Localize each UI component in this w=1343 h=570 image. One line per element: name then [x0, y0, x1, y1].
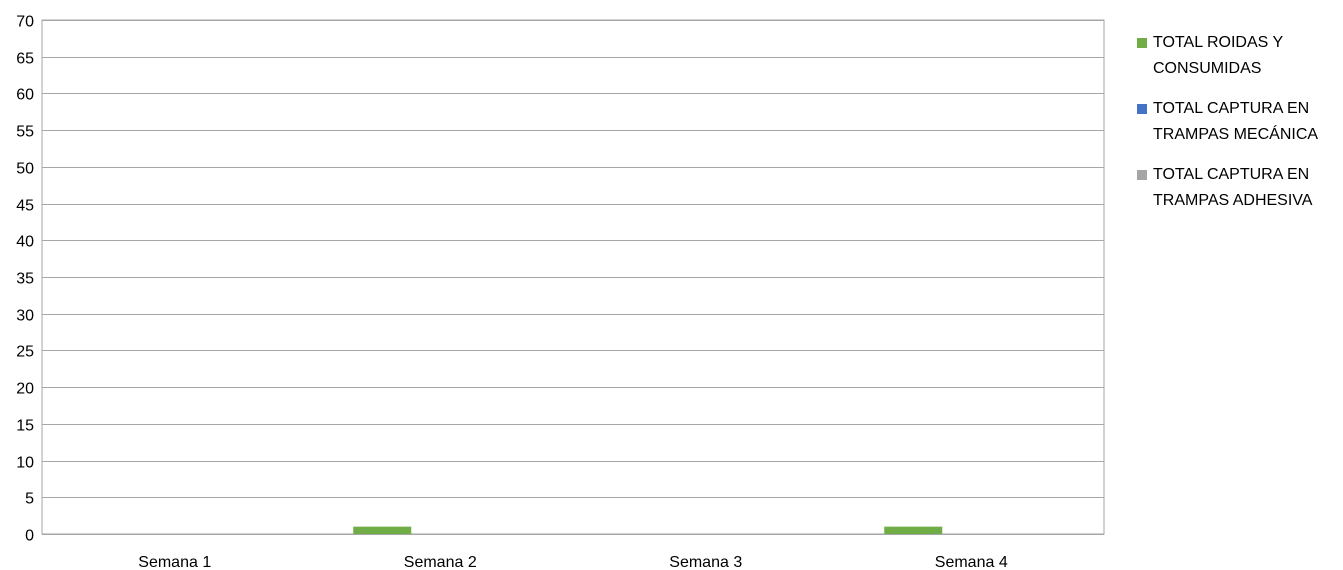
bars [353, 526, 943, 534]
y-tick-label: 45 [16, 198, 34, 215]
legend-label: TOTAL ROIDAS Y CONSUMIDAS [1153, 34, 1283, 77]
bar [884, 526, 943, 534]
legend-swatch [1137, 104, 1147, 114]
legend-label: TOTAL CAPTURA EN TRAMPAS ADHESIVA [1153, 166, 1313, 209]
legend-item-adhesiva: TOTAL CAPTURA EN TRAMPAS ADHESIVA [1133, 162, 1338, 214]
y-tick-label: 0 [25, 528, 34, 545]
x-category-label: Semana 1 [138, 554, 211, 570]
y-tick-label: 55 [16, 124, 34, 141]
y-tick-label: 15 [16, 418, 34, 435]
y-axis-ticks: 0 5 10 15 20 25 30 35 40 45 50 55 60 65 70 [16, 14, 34, 545]
y-tick-label: 50 [16, 161, 34, 178]
y-tick-label: 10 [16, 455, 34, 472]
y-tick-label: 70 [16, 14, 34, 31]
legend-swatch [1137, 38, 1147, 48]
x-category-label: Semana 3 [669, 554, 742, 570]
y-tick-label: 30 [16, 308, 34, 325]
y-tick-label: 35 [16, 271, 34, 288]
x-axis-categories: Semana 1 Semana 2 Semana 3 Semana 4 [138, 554, 1008, 570]
x-category-label: Semana 2 [404, 554, 477, 570]
y-tick-label: 20 [16, 381, 34, 398]
gridlines [41, 19, 1105, 535]
y-tick-label: 5 [25, 491, 34, 508]
legend-label: TOTAL CAPTURA EN TRAMPAS MECÁNICA [1153, 100, 1319, 143]
legend-swatch [1137, 170, 1147, 180]
bar [353, 526, 412, 534]
legend-item-mecanica: TOTAL CAPTURA EN TRAMPAS MECÁNICA [1133, 96, 1338, 148]
legend: TOTAL ROIDAS Y CONSUMIDAS TOTAL CAPTURA … [1133, 30, 1338, 228]
y-tick-label: 65 [16, 51, 34, 68]
y-tick-label: 40 [16, 234, 34, 251]
y-tick-label: 25 [16, 344, 34, 361]
legend-item-roidas: TOTAL ROIDAS Y CONSUMIDAS [1133, 30, 1338, 82]
y-tick-label: 60 [16, 87, 34, 104]
x-category-label: Semana 4 [935, 554, 1008, 570]
